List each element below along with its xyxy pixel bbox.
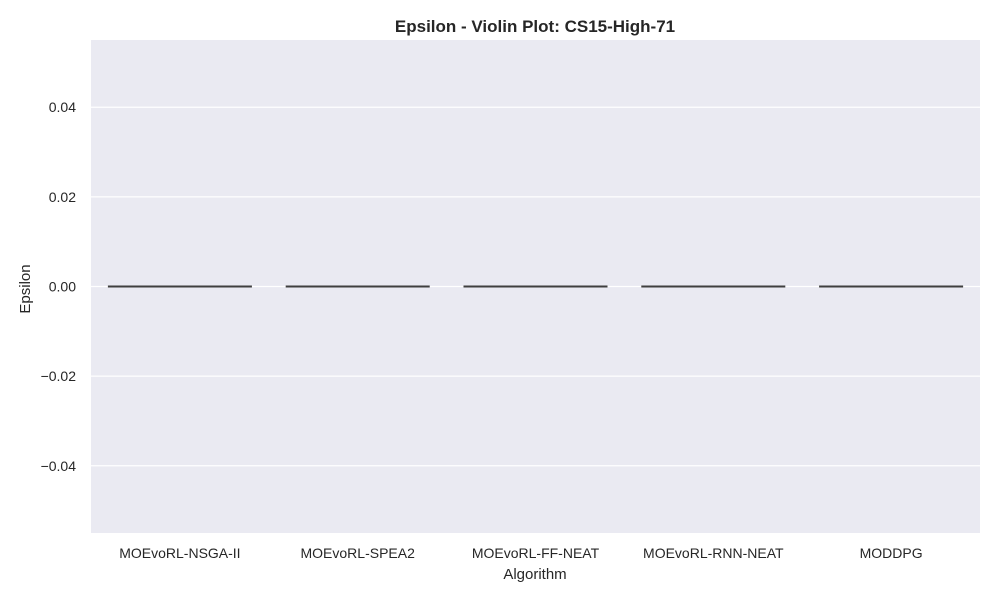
y-tick-label: −0.02 bbox=[41, 368, 77, 384]
x-tick-label: MOEvoRL-FF-NEAT bbox=[472, 545, 600, 561]
y-tick-label: 0.00 bbox=[49, 279, 76, 295]
x-tick-label: MOEvoRL-NSGA-II bbox=[119, 545, 240, 561]
y-axis-label: Epsilon bbox=[17, 264, 34, 313]
chart-title: Epsilon - Violin Plot: CS15-High-71 bbox=[395, 17, 675, 36]
x-tick-label: MODDPG bbox=[860, 545, 923, 561]
y-tick-labels: 0.04 0.02 0.00 −0.02 −0.04 bbox=[41, 99, 77, 474]
x-tick-label: MOEvoRL-RNN-NEAT bbox=[643, 545, 784, 561]
y-tick-label: −0.04 bbox=[41, 458, 77, 474]
x-axis-label: Algorithm bbox=[503, 566, 566, 583]
x-tick-label: MOEvoRL-SPEA2 bbox=[301, 545, 416, 561]
y-tick-label: 0.04 bbox=[49, 99, 76, 115]
x-tick-labels: MOEvoRL-NSGA-II MOEvoRL-SPEA2 MOEvoRL-FF-N… bbox=[119, 545, 922, 561]
y-tick-label: 0.02 bbox=[49, 189, 76, 205]
